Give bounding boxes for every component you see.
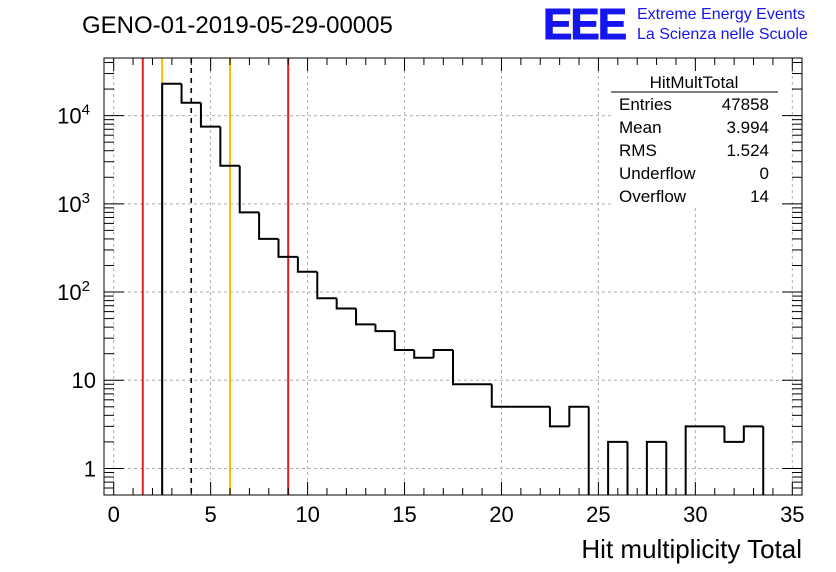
histogram-bin (238, 165, 260, 214)
histogram-bin (490, 384, 512, 408)
stats-label-underflow: Underflow (619, 164, 696, 183)
histogram-bin (684, 425, 706, 495)
histogram-bin (374, 324, 395, 333)
x-tick-label: 5 (205, 502, 217, 527)
stats-value-rms: 1.524 (726, 141, 769, 160)
histogram-bin (568, 405, 589, 427)
run-title: GENO-01-2019-05-29-00005 (82, 12, 393, 39)
histogram-bin (258, 212, 279, 240)
x-tick-label: 0 (108, 502, 120, 527)
histogram-bin (296, 256, 318, 273)
stats-title: HitMultTotal (650, 73, 739, 92)
histogram-bin (413, 350, 434, 359)
stats-label-overflow: Overflow (619, 187, 687, 206)
histogram-bin (316, 271, 337, 300)
x-axis-label: Hit multiplicity Total (581, 534, 802, 564)
stats-value-underflow: 0 (760, 164, 769, 183)
histogram-bin (219, 126, 240, 167)
histogram-bin (335, 298, 357, 310)
histogram-bin (199, 102, 221, 128)
y-tick-label: 102 (57, 278, 90, 305)
stats-value-entries: 47858 (722, 95, 769, 114)
histogram-bin (645, 440, 667, 495)
histogram-bin (742, 425, 764, 442)
stats-box-background (611, 71, 778, 205)
stats-value-overflow: 14 (750, 187, 769, 206)
plot-frame (103, 57, 803, 496)
x-tick-label: 10 (295, 502, 319, 527)
stats-box: HitMultTotal Entries 47858 Mean 3.994 RM… (611, 71, 778, 206)
y-tick-label: 103 (57, 190, 90, 217)
x-tick-label: 30 (683, 502, 707, 527)
x-tick-label: 20 (489, 502, 513, 527)
histogram-bin (548, 406, 570, 428)
histogram-layer (161, 82, 765, 495)
stats-label-mean: Mean (619, 118, 662, 137)
histogram-bin (180, 83, 201, 104)
histogram-bin (432, 349, 453, 358)
axis-layer: 0 5 10 15 20 25 30 35 1 10 102 103 104 (57, 58, 805, 527)
histogram-bin (452, 350, 473, 386)
logo-line-1: Extreme Energy Events (637, 6, 805, 23)
x-tick-label: 35 (780, 502, 804, 527)
stats-label-entries: Entries (619, 95, 672, 114)
y-tick-label: 1 (84, 456, 96, 481)
logo-line-2: La Scienza nelle Scuole (637, 26, 808, 43)
histogram-bin (161, 82, 182, 495)
histogram-bin (607, 440, 628, 495)
stats-label-rms: RMS (619, 141, 657, 160)
y-tick-label: 104 (57, 102, 90, 129)
eee-logo: EEE (543, 0, 626, 49)
histogram-bin (277, 238, 298, 258)
histogram-bin (723, 426, 744, 443)
histogram-bin (355, 308, 376, 326)
y-tick-label: 10 (72, 368, 96, 393)
x-tick-label: 25 (586, 502, 610, 527)
grid-layer (104, 58, 802, 495)
histogram-bin (393, 331, 415, 352)
stats-value-mean: 3.994 (726, 118, 769, 137)
x-tick-label: 15 (392, 502, 416, 527)
